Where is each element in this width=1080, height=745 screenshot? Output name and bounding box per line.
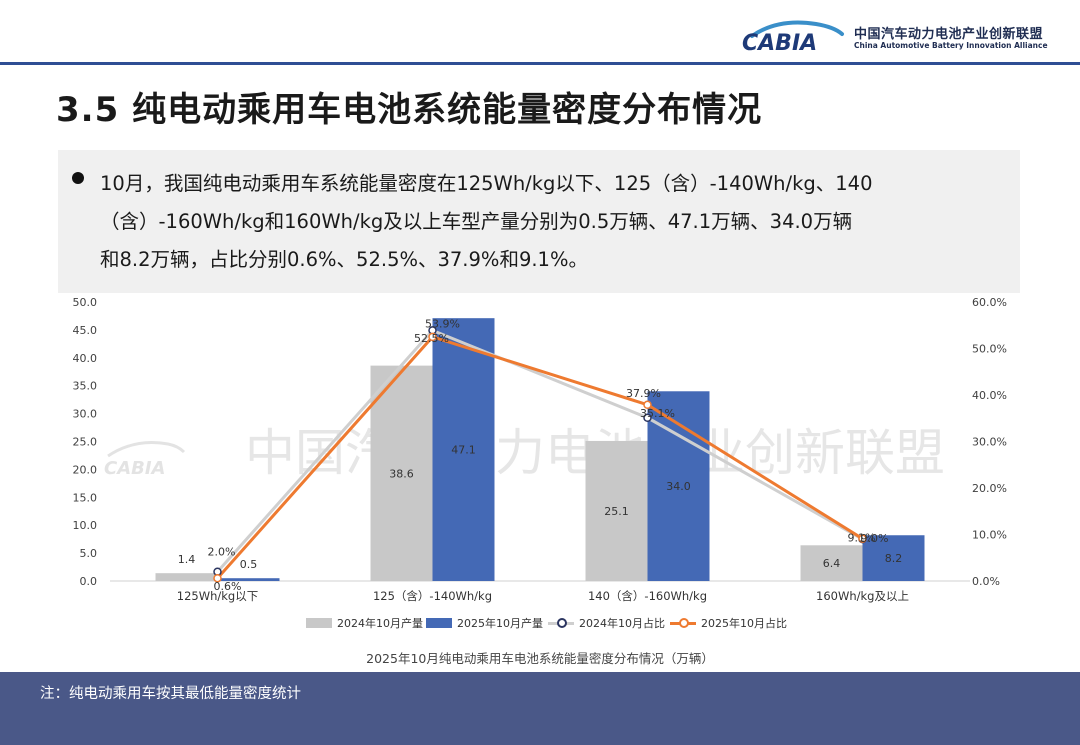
line-label-2024: 35.1% [640,407,675,420]
bar-label-2024: 6.4 [823,557,841,570]
y-right-tick-label: 30.0% [972,436,1007,449]
y-left-tick-label: 20.0 [73,463,98,476]
line-label-2025: 0.6% [214,580,242,593]
y-left-tick-label: 40.0 [73,352,98,365]
header-bar [0,0,1080,62]
bar-label-2024: 1.4 [178,553,196,566]
y-left-tick-label: 45.0 [73,324,98,337]
watermark-logo-text: CABIA [104,458,166,479]
bar-label-2025: 34.0 [666,480,691,493]
y-left-tick-label: 25.0 [73,436,98,449]
chart-caption: 2025年10月纯电动乘用车电池系统能量密度分布情况（万辆） [366,651,714,666]
line-label-2024: 9.0% [861,532,889,545]
marker-2025-share [858,534,867,543]
y-right-tick-label: 20.0% [972,482,1007,495]
y-right-tick-label: 0.0% [972,575,1000,588]
line-2024-share [216,328,864,573]
legend-item-2024-share: 2024年10月占比 [548,612,665,634]
y-right-tick-label: 60.0% [972,296,1007,309]
bar-label-2024: 38.6 [389,467,414,480]
marker-2025-share [213,573,222,583]
bar-2025-output [432,318,495,581]
legend-label: 2024年10月产量 [337,617,423,630]
marker-2025-share [643,400,652,410]
y-left-tick-label: 5.0 [80,547,98,560]
legend-item-2024-output: 2024年10月产量 [306,612,423,634]
y-left-tick-label: 15.0 [73,491,98,504]
legend-item-2025-share: 2025年10月占比 [670,612,787,634]
y-left-tick-label: 50.0 [73,296,98,309]
marker-2025-share [428,332,437,342]
summary-text: 10月，我国纯电动乘用车系统能量密度在125Wh/kg以下、125（含）-140… [100,172,873,271]
line-label-2025: 9.1% [848,532,876,545]
energy-density-chart: 中国汽车动力电池产业创新联盟CABIA0.05.010.015.020.025.… [73,296,1007,603]
legend-line-swatch [670,618,696,628]
header-divider [0,62,1080,65]
y-left-tick-label: 10.0 [73,519,98,532]
legend-item-2025-output: 2025年10月产量 [426,612,543,634]
footer-bar [0,672,1080,745]
legend-label: 2025年10月占比 [701,617,787,630]
bar-2024-output [155,573,218,581]
legend-swatch [426,618,452,628]
y-left-tick-label: 35.0 [73,380,98,393]
x-tick-label: 125（含）-140Wh/kg [373,589,492,603]
line-label-2025: 37.9% [626,387,661,400]
bullet-dot [72,172,84,184]
y-right-tick-label: 40.0% [972,389,1007,402]
bar-label-2024: 25.1 [604,505,629,518]
page-title: 3.5 纯电动乘用车电池系统能量密度分布情况 [56,90,763,130]
x-tick-label: 125Wh/kg以下 [177,589,258,603]
cabia-logo: CABIA [742,20,844,54]
org-name-en: China Automotive Battery Innovation Alli… [854,41,1048,50]
line-label-2024: 53.9% [425,317,460,330]
legend-label: 2024年10月占比 [579,617,665,630]
bar-2024-output [585,440,648,581]
legend-line-swatch [548,618,574,628]
y-right-tick-label: 50.0% [972,343,1007,356]
bar-2024-output [370,365,433,581]
x-tick-label: 160Wh/kg及以上 [816,589,909,603]
bar-2025-output [862,535,925,581]
bar-2024-output [800,545,863,581]
legend-label: 2025年10月产量 [457,617,543,630]
y-left-tick-label: 0.0 [80,575,98,588]
summary-box: 10月，我国纯电动乘用车系统能量密度在125Wh/kg以下、125（含）-140… [58,150,1020,293]
x-tick-label: 140（含）-160Wh/kg [588,589,707,603]
logo-text: CABIA [742,31,817,54]
org-name-cn: 中国汽车动力电池产业创新联盟 [854,27,1044,42]
y-right-tick-label: 10.0% [972,529,1007,542]
bar-label-2025: 47.1 [451,444,476,457]
bar-2025-output [217,578,280,581]
bar-label-2025: 0.5 [240,558,258,571]
watermark-logo-mark [107,441,186,458]
marker-2024-share [643,413,652,423]
footnote: 注：纯电动乘用车按其最低能量密度统计 [40,686,301,702]
line-label-2024: 2.0% [208,546,236,559]
y-left-tick-label: 30.0 [73,408,98,421]
chart-legend: 2024年10月产量 2025年10月产量 2024年10月占比 2025年10… [300,612,820,634]
bar-label-2025: 8.2 [885,552,903,565]
legend-swatch [306,618,332,628]
line-2025-share [216,335,864,580]
line-label-2025: 52.5% [414,332,449,345]
